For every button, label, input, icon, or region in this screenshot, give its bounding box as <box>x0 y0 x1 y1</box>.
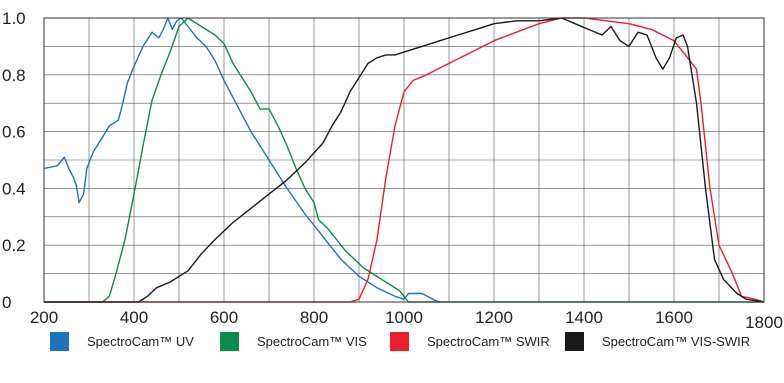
y-tick-label: 0.8 <box>2 66 26 85</box>
spectral-response-chart: 200 400 600 800 1000 1200 1400 1600 1800 0 0.2 0.4… <box>2 9 783 330</box>
legend-item: SpectroCam™ VIS <box>220 332 367 351</box>
legend-swatch <box>390 332 409 351</box>
x-tick-label: 1800 <box>745 313 783 330</box>
legend-swatch <box>565 332 584 351</box>
legend-item: SpectroCam™ UV <box>50 332 194 351</box>
x-tick-label: 1600 <box>655 308 693 327</box>
x-tick-label: 1000 <box>385 308 423 327</box>
y-tick-label: 0 <box>2 293 11 312</box>
x-tick-label: 800 <box>300 308 328 327</box>
series-line <box>44 17 765 303</box>
grid <box>44 18 764 302</box>
legend-label: SpectroCam™ VIS-SWIR <box>602 334 751 349</box>
y-axis-ticks: 0 0.2 0.4 0.6 0.8 1.0 <box>2 9 26 312</box>
legend-label: SpectroCam™ SWIR <box>427 334 550 349</box>
legend-swatch <box>220 332 239 351</box>
x-tick-label: 1400 <box>565 308 603 327</box>
legend-label: SpectroCam™ VIS <box>257 334 367 349</box>
legend-item: SpectroCam™ VIS-SWIR <box>565 332 750 351</box>
series-lines <box>43 17 765 303</box>
x-tick-label: 600 <box>210 308 238 327</box>
legend-item: SpectroCam™ SWIR <box>390 332 550 351</box>
x-tick-label: 200 <box>30 308 58 327</box>
y-tick-label: 0.6 <box>2 123 26 142</box>
y-tick-label: 1.0 <box>2 9 26 28</box>
legend-label: SpectroCam™ UV <box>87 334 194 349</box>
x-tick-label: 1200 <box>475 308 513 327</box>
plot-frame <box>43 17 765 303</box>
x-tick-label: 400 <box>120 308 148 327</box>
series-line <box>44 17 765 303</box>
legend: SpectroCam™ UV SpectroCam™ VIS SpectroCam™… <box>0 332 784 360</box>
x-axis-ticks: 200 400 600 800 1000 1200 1400 1600 1800 <box>30 308 783 330</box>
y-tick-label: 0.4 <box>2 179 26 198</box>
series-line <box>44 17 764 303</box>
legend-swatch <box>50 332 69 351</box>
series-line <box>43 17 441 303</box>
y-tick-label: 0.2 <box>2 236 26 255</box>
